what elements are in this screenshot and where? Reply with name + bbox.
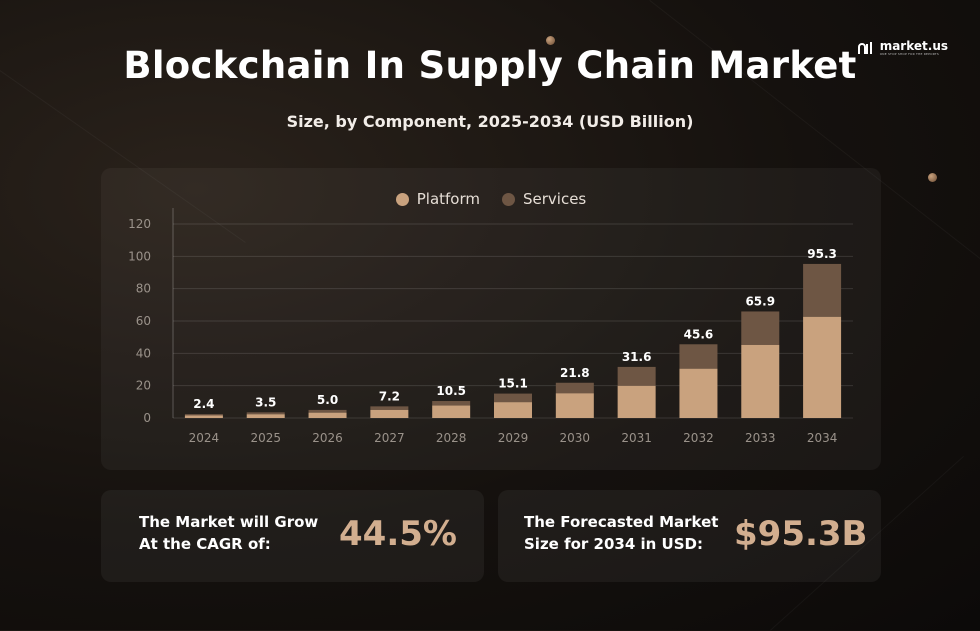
bar-services-2028 <box>432 401 471 406</box>
forecast-value: $95.3B <box>734 514 868 554</box>
brand-name: market.us <box>879 39 948 53</box>
x-tick-label: 2034 <box>807 431 838 445</box>
bar-platform-2029 <box>494 402 532 418</box>
data-label-2034: 95.3 <box>807 247 837 261</box>
y-tick-label: 80 <box>136 282 151 296</box>
forecast-label: The Forecasted Market Size for 2034 in U… <box>524 513 719 553</box>
x-tick-label: 2024 <box>189 431 220 445</box>
legend-item-services[interactable]: Services <box>502 190 586 208</box>
bar-platform-2028 <box>432 405 471 418</box>
brand-tagline: ONE STOP SHOP FOR THE REPORTS <box>879 52 939 56</box>
bar-platform-2032 <box>679 368 718 418</box>
data-label-2026: 5.0 <box>317 393 338 407</box>
cagr-label: The Market will Grow At the CAGR of: <box>139 513 319 553</box>
data-label-2027: 7.2 <box>379 389 400 403</box>
y-tick-label: 20 <box>136 379 151 393</box>
x-tick-label: 2029 <box>498 431 529 445</box>
legend-swatch-services <box>502 192 515 206</box>
data-label-2025: 3.5 <box>255 395 276 409</box>
data-label-2024: 2.4 <box>193 397 214 411</box>
bar-services-2024 <box>184 414 223 416</box>
x-tick-label: 2025 <box>250 431 281 445</box>
x-tick-label: 2031 <box>621 431 652 445</box>
legend-label-services: Services <box>523 190 587 208</box>
bar-platform-2031 <box>617 385 656 418</box>
bar-services-2031 <box>617 366 656 386</box>
data-label-2032: 45.6 <box>684 327 714 341</box>
y-tick-label: 100 <box>128 249 151 263</box>
chart-legend: Platform Services <box>101 190 881 208</box>
y-tick-label: 60 <box>136 314 151 328</box>
bar-services-2026 <box>308 409 347 413</box>
page-subtitle: Size, by Component, 2025-2034 (USD Billi… <box>286 112 694 131</box>
data-label-2031: 31.6 <box>622 350 652 364</box>
bar-platform-2025 <box>246 414 285 418</box>
bar-platform-2030 <box>555 393 594 418</box>
bar-platform-2034 <box>803 316 842 418</box>
data-label-2030: 21.8 <box>560 366 590 380</box>
legend-label-platform: Platform <box>416 190 480 208</box>
x-tick-label: 2027 <box>374 431 405 445</box>
data-label-2029: 15.1 <box>498 377 528 391</box>
brand-logo[interactable]: market.us ONE STOP SHOP FOR THE REPORTS <box>857 39 948 56</box>
bar-services-2025 <box>246 412 285 415</box>
bar-services-2030 <box>555 382 594 394</box>
chart-panel: Platform Services 0 20 40 60 80 100 120 2.4 2024… <box>101 168 881 470</box>
x-tick-label: 2028 <box>436 431 467 445</box>
bar-services-2029 <box>494 393 532 403</box>
bar-platform-2033 <box>741 344 780 418</box>
y-tick-label: 120 <box>128 217 151 231</box>
legend-swatch-platform <box>395 192 409 206</box>
forecast-card: The Forecasted Market Size for 2034 in U… <box>498 490 881 582</box>
bar-services-2033 <box>741 311 780 345</box>
decor-dot <box>546 36 555 45</box>
y-tick-label: 40 <box>136 346 151 360</box>
cagr-card: The Market will Grow At the CAGR of: 44.… <box>101 490 484 582</box>
decor-dot <box>928 173 937 182</box>
data-label-2033: 65.9 <box>745 294 775 308</box>
market-us-logo-icon <box>857 42 872 54</box>
bar-services-2034 <box>803 263 842 317</box>
bar-chart: 0 20 40 60 80 100 120 2.4 2024 3.5 2025 5.0 2026 7.2 2… <box>128 208 853 445</box>
bar-platform-2026 <box>308 412 347 418</box>
legend-item-platform[interactable]: Platform <box>395 190 480 208</box>
bar-platform-2027 <box>370 409 409 418</box>
x-tick-label: 2026 <box>312 431 343 445</box>
bar-services-2032 <box>679 344 718 369</box>
x-tick-label: 2033 <box>745 431 776 445</box>
x-tick-label: 2030 <box>560 431 591 445</box>
y-tick-label: 0 <box>143 411 151 425</box>
x-tick-label: 2032 <box>683 431 714 445</box>
data-label-2028: 10.5 <box>436 384 466 398</box>
cagr-value: 44.5% <box>339 514 457 554</box>
page-title: Blockchain In Supply Chain Market <box>123 44 857 87</box>
bar-platform-2024 <box>184 415 223 418</box>
bar-services-2027 <box>370 406 409 410</box>
